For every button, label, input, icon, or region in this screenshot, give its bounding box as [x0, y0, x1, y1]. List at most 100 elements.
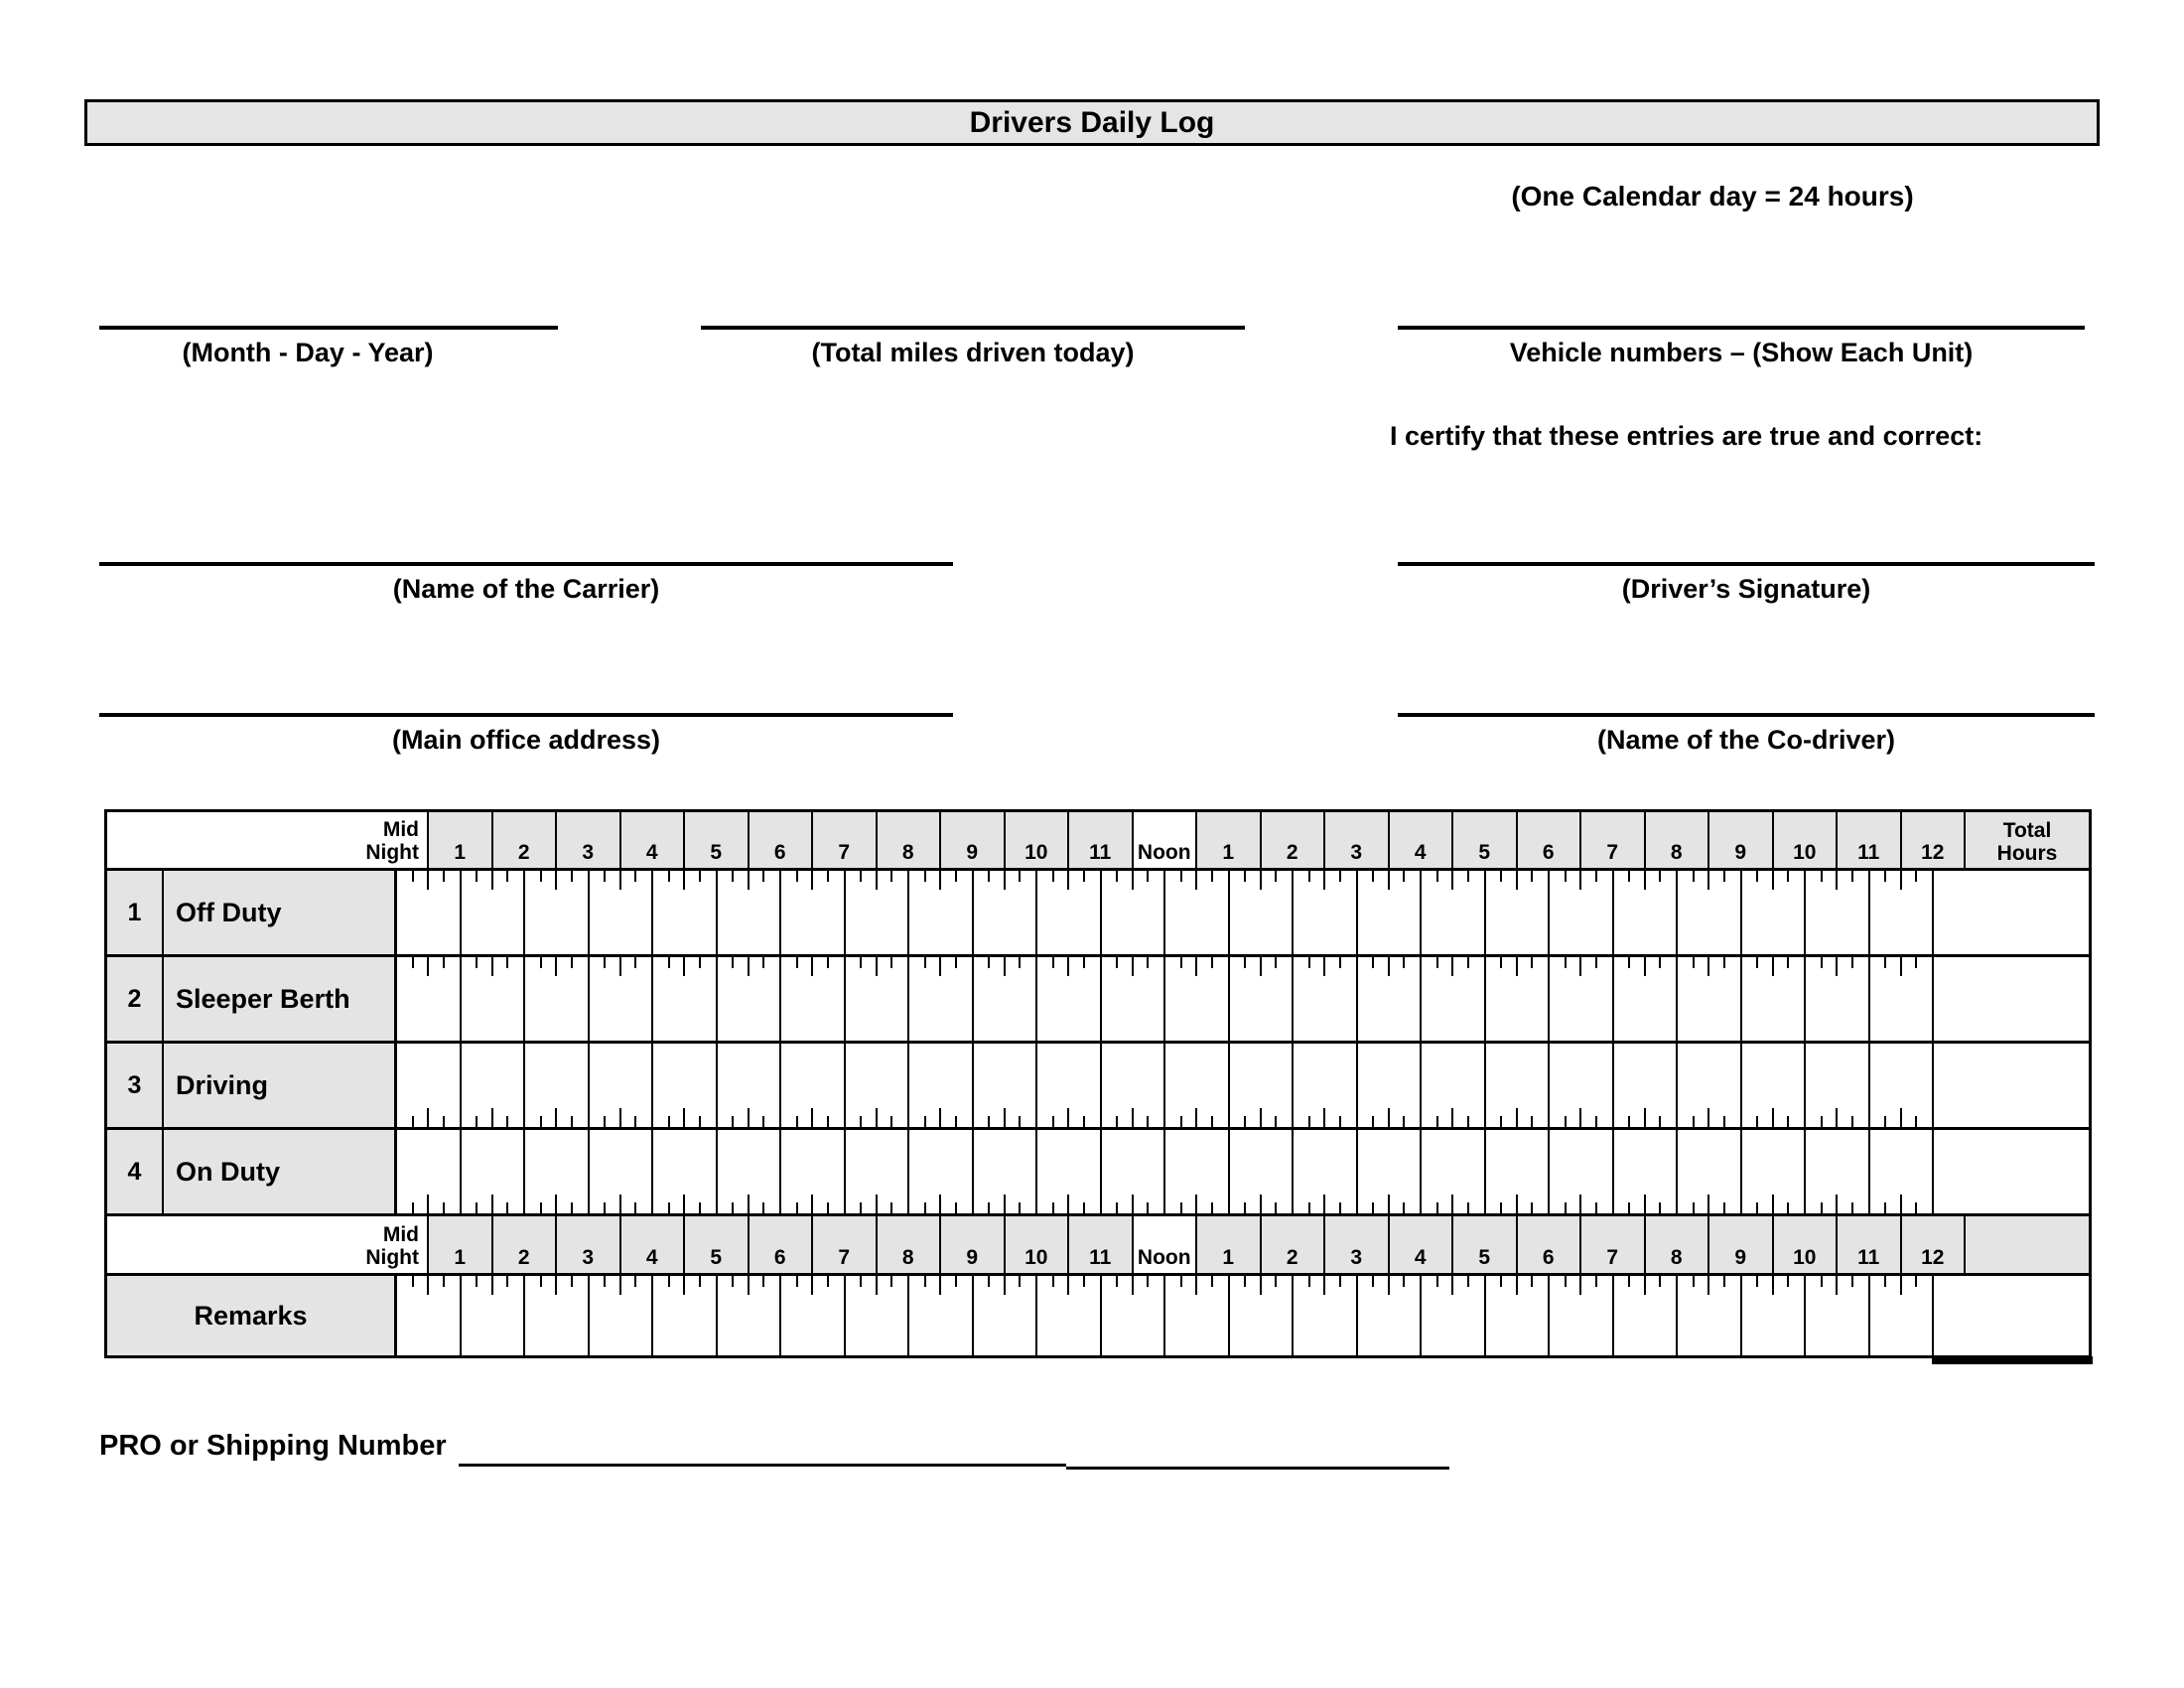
quarter-hour-tick — [1500, 871, 1503, 882]
hour-header-label: 10 — [1793, 841, 1817, 864]
hour-header-label: 1 — [454, 841, 467, 864]
hour-cell — [781, 871, 846, 954]
hour-header-label: 11 — [1857, 1246, 1880, 1269]
quarter-hour-tick — [1515, 1276, 1518, 1295]
hour-cell — [1037, 871, 1102, 954]
hour-cell — [1678, 1130, 1742, 1213]
hour-header-cell: 3 — [557, 1216, 621, 1273]
vehicle-fill-line — [1398, 326, 2085, 330]
hour-cell — [1165, 1044, 1230, 1127]
quarter-hour-tick — [1082, 1276, 1085, 1287]
quarter-hour-tick — [860, 957, 863, 968]
quarter-hour-tick — [570, 1276, 573, 1287]
quarter-hour-tick — [1692, 1276, 1695, 1287]
hour-header-cell: 9 — [941, 812, 1006, 868]
remarks-hour-cell — [1613, 1276, 1678, 1355]
quarter-hour-tick — [732, 1116, 735, 1127]
quarter-hour-tick — [1131, 1108, 1134, 1127]
hour-cell — [845, 871, 909, 954]
quarter-hour-tick — [1019, 1116, 1022, 1127]
quarter-hour-tick — [618, 1195, 621, 1213]
hour-cell — [1357, 871, 1422, 954]
quarter-hour-tick — [1787, 1202, 1790, 1213]
quarter-hour-tick — [1019, 871, 1022, 882]
quarter-hour-tick — [618, 871, 621, 890]
carrier-fill-line — [99, 562, 953, 566]
duty-row-label-cell: Off Duty — [164, 871, 397, 954]
quarter-hour-tick — [1338, 871, 1341, 882]
hour-header-cell: 2 — [492, 1216, 557, 1273]
quarter-hour-tick — [1323, 871, 1326, 890]
quarter-hour-tick — [539, 1202, 542, 1213]
hour-cell — [973, 957, 1037, 1041]
hour-header-cell: 8 — [1645, 812, 1709, 868]
quarter-hour-tick — [1787, 957, 1790, 968]
hour-header-cell: 4 — [1389, 1216, 1453, 1273]
hour-header-label: 7 — [1606, 841, 1619, 864]
quarter-hour-tick — [1915, 1202, 1918, 1213]
hour-cell — [1613, 1044, 1678, 1127]
quarter-hour-tick — [490, 1195, 493, 1213]
quarter-hour-tick — [1531, 1276, 1534, 1287]
hour-header-cell: 11 — [1838, 1216, 1902, 1273]
quarter-hour-tick — [1579, 871, 1582, 890]
remarks-hour-cell — [717, 1276, 781, 1355]
quarter-hour-tick — [1082, 1202, 1085, 1213]
quarter-hour-tick — [811, 957, 814, 976]
hour-cell — [1485, 957, 1550, 1041]
hour-cell — [1485, 871, 1550, 954]
duty-row-number: 3 — [127, 1070, 142, 1099]
quarter-hour-tick — [1771, 957, 1774, 976]
hour-header-cell: 4 — [620, 1216, 685, 1273]
quarter-hour-tick — [1500, 1276, 1503, 1287]
hour-header-label: Noon — [1137, 1246, 1191, 1269]
duty-row-label: On Duty — [176, 1156, 280, 1187]
hour-header-cell: Noon — [1133, 812, 1197, 868]
quarter-hour-tick — [747, 957, 750, 976]
hour-header-cell: 8 — [877, 1216, 941, 1273]
quarter-hour-tick — [1850, 1276, 1853, 1287]
quarter-hour-tick — [954, 1116, 957, 1127]
miles-field-label: (Total miles driven today) — [811, 338, 1135, 367]
hour-header-cell: 3 — [1325, 1216, 1390, 1273]
hour-cell — [1357, 1130, 1422, 1213]
hour-header-cell: 10 — [1773, 1216, 1838, 1273]
hour-header-cell: 10 — [1005, 812, 1069, 868]
hour-cell — [1357, 1044, 1422, 1127]
quarter-hour-tick — [1244, 1202, 1247, 1213]
remarks-hour-cell — [1678, 1276, 1742, 1355]
quarter-hour-tick — [1820, 957, 1823, 968]
hour-cell — [1806, 957, 1870, 1041]
hour-header-label: 9 — [966, 841, 979, 864]
quarter-hour-tick — [1850, 871, 1853, 882]
quarter-hour-tick — [988, 1202, 991, 1213]
hour-cell — [461, 871, 525, 954]
quarter-hour-tick — [411, 1276, 414, 1287]
quarter-hour-tick — [1210, 1202, 1213, 1213]
hour-cell — [1613, 957, 1678, 1041]
quarter-hour-tick — [490, 1276, 493, 1295]
quarter-hour-tick — [954, 1276, 957, 1287]
duty-row-number-cell: 2 — [107, 957, 164, 1041]
quarter-hour-tick — [555, 1108, 558, 1127]
quarter-hour-tick — [1836, 1195, 1839, 1213]
quarter-hour-tick — [747, 1108, 750, 1127]
quarter-hour-tick — [1387, 871, 1390, 890]
quarter-hour-tick — [1003, 1195, 1006, 1213]
quarter-hour-tick — [1899, 1195, 1902, 1213]
quarter-hour-tick — [988, 871, 991, 882]
remarks-label: Remarks — [194, 1300, 308, 1331]
quarter-hour-tick — [923, 871, 926, 882]
quarter-hour-tick — [954, 1202, 957, 1213]
quarter-hour-tick — [1179, 957, 1182, 968]
hour-cell — [1613, 1130, 1678, 1213]
certify-statement: I certify that these entries are true an… — [1390, 421, 1983, 451]
quarter-hour-tick — [1051, 957, 1054, 968]
total-hours-cell — [1934, 957, 2089, 1041]
remarks-hour-cell — [1101, 1276, 1165, 1355]
hour-header-label: 5 — [710, 841, 723, 864]
quarter-hour-tick — [698, 1276, 701, 1287]
hour-header-cell: 5 — [685, 812, 750, 868]
hour-header-label: 5 — [1478, 1246, 1491, 1269]
hour-cell — [1678, 957, 1742, 1041]
